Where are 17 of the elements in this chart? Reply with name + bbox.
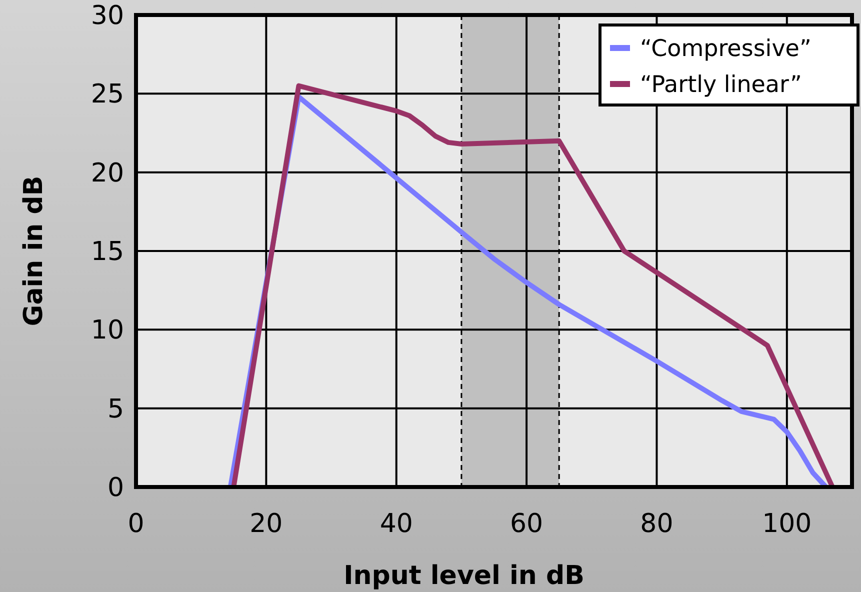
x-axis-title: Input level in dB [344, 561, 584, 591]
legend-label: “Partly linear” [640, 72, 802, 98]
y-tick-label: 20 [90, 158, 124, 188]
y-tick-label: 0 [107, 473, 124, 503]
x-tick-label: 60 [510, 509, 544, 539]
y-tick-label: 15 [90, 237, 124, 267]
x-tick-label: 100 [762, 509, 812, 539]
x-tick-label: 20 [250, 509, 283, 539]
x-tick-label: 0 [128, 509, 144, 539]
y-axis-title: Gain in dB [19, 176, 49, 326]
y-tick-label: 5 [107, 394, 124, 424]
x-tick-label: 40 [380, 509, 413, 539]
y-tick-label: 10 [90, 316, 124, 346]
x-tick-label: 80 [640, 509, 674, 539]
y-tick-label: 25 [90, 80, 124, 110]
y-tick-label: 30 [90, 1, 124, 31]
legend-label: “Compressive” [640, 36, 812, 62]
